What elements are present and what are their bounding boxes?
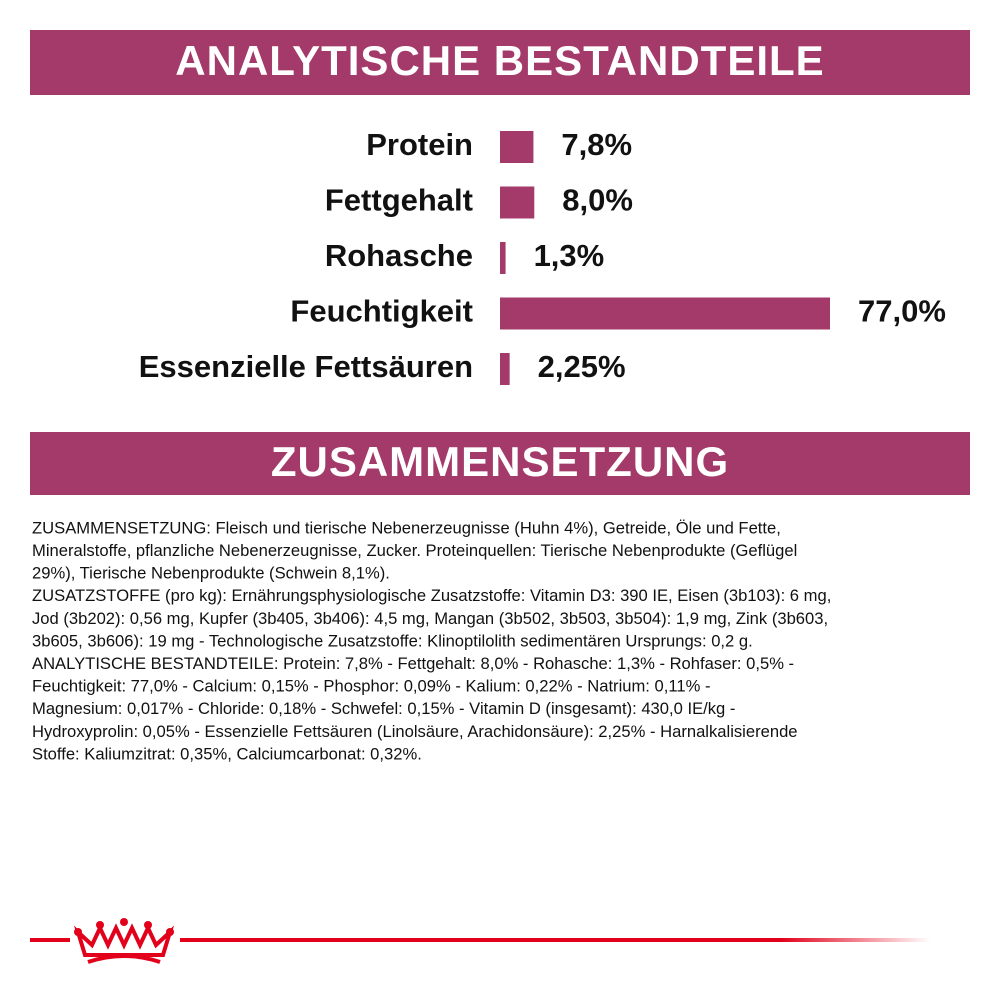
banner [30,30,970,95]
category-label: Feuchtigkeit [290,294,473,329]
text-line: Magnesium: 0,017% - Chloride: 0,18% - Sc… [32,699,735,718]
text-line: ZUSATZSTOFFE (pro kg): Ernährungsphysiol… [32,586,831,605]
value-label: 8,0% [562,183,633,218]
text-line: 3b605, 3b606): 19 mg - Technologische Zu… [32,631,753,650]
bar [500,297,830,330]
text-line: ZUSAMMENSETZUNG: Fleisch und tierische N… [32,518,781,537]
bar [500,242,506,274]
bar [500,131,534,163]
text-line: ANALYTISCHE BESTANDTEILE: Protein: 7,8% … [32,654,794,673]
text-line: Hydroxyprolin: 0,05% - Essenzielle Fetts… [32,722,798,741]
category-label: Fettgehalt [325,183,473,218]
bar [500,186,535,219]
text-line: Jod (3b202): 0,56 mg, Kupfer (3b405, 3b4… [32,609,828,628]
chart-title: ANALYTISCHE BESTANDTEILE [175,37,824,84]
text-line: Stoffe: Kaliumzitrat: 0,35%, Calciumcarb… [32,744,422,763]
value-label: 77,0% [858,294,946,329]
value-label: 7,8% [561,127,632,162]
category-label: Essenzielle Fettsäuren [139,349,473,384]
value-label: 1,3% [534,238,605,273]
category-label: Protein [366,127,473,162]
text-line: Mineralstoffe, pflanzliche Nebenerzeugni… [32,541,797,560]
banner [30,432,970,495]
category-label: Rohasche [325,238,473,273]
value-label: 2,25% [538,349,626,384]
section-title: ZUSAMMENSETZUNG [271,438,729,485]
text-line: Feuchtigkeit: 77,0% - Calcium: 0,15% - P… [32,677,711,696]
logo [30,918,930,964]
text-line: 29%), Tierische Nebenprodukte (Schwein 8… [32,564,390,583]
composition-text: ZUSAMMENSETZUNG: Fleisch und tierische N… [32,518,831,763]
bar [500,353,510,385]
